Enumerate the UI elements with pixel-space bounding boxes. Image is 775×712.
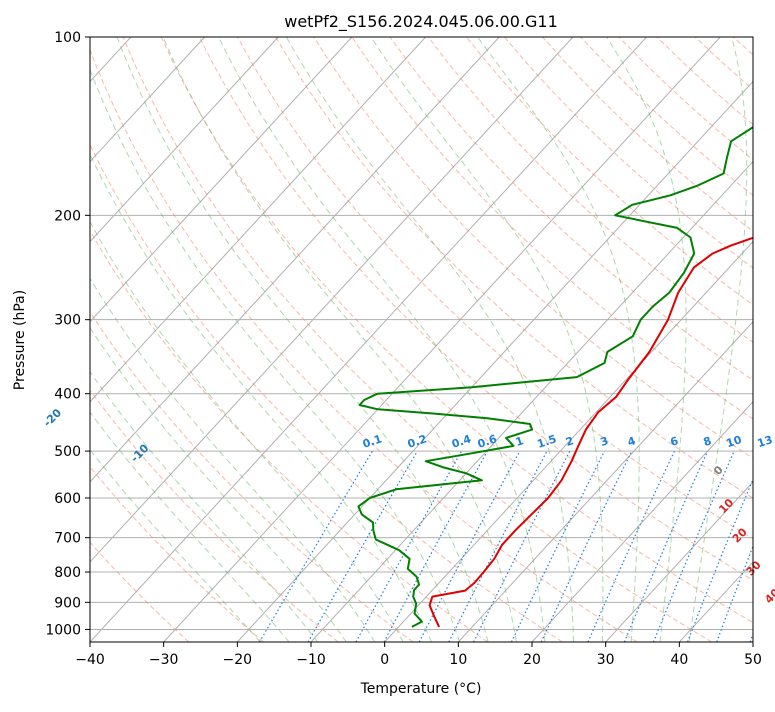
y-tick-label: 400 bbox=[54, 387, 81, 403]
x-tick-label: 20 bbox=[523, 652, 541, 668]
chart-title: wetPf2_S156.2024.045.06.00.G11 bbox=[284, 12, 558, 32]
y-tick-label: 900 bbox=[54, 595, 81, 611]
plot-area bbox=[90, 37, 753, 642]
y-tick-label: 300 bbox=[54, 313, 81, 329]
x-tick-label: 50 bbox=[744, 652, 762, 668]
y-axis-label: Pressure (hPa) bbox=[12, 290, 28, 390]
x-tick-label: 40 bbox=[670, 652, 688, 668]
x-tick-label: −20 bbox=[223, 652, 253, 668]
y-tick-label: 500 bbox=[54, 444, 81, 460]
x-tick-label: −40 bbox=[75, 652, 105, 668]
x-tick-label: −10 bbox=[296, 652, 326, 668]
y-tick-label: 100 bbox=[54, 30, 81, 46]
x-tick-label: 30 bbox=[597, 652, 615, 668]
x-tick-label: −30 bbox=[149, 652, 179, 668]
x-tick-label: 0 bbox=[380, 652, 389, 668]
y-tick-label: 1000 bbox=[45, 622, 81, 638]
y-tick-label: 600 bbox=[54, 491, 81, 507]
y-tick-label: 200 bbox=[54, 208, 81, 224]
y-tick-label: 700 bbox=[54, 531, 81, 547]
x-axis-label: Temperature (°C) bbox=[360, 681, 482, 697]
x-tick-label: 10 bbox=[449, 652, 467, 668]
y-tick-label: 800 bbox=[54, 565, 81, 581]
